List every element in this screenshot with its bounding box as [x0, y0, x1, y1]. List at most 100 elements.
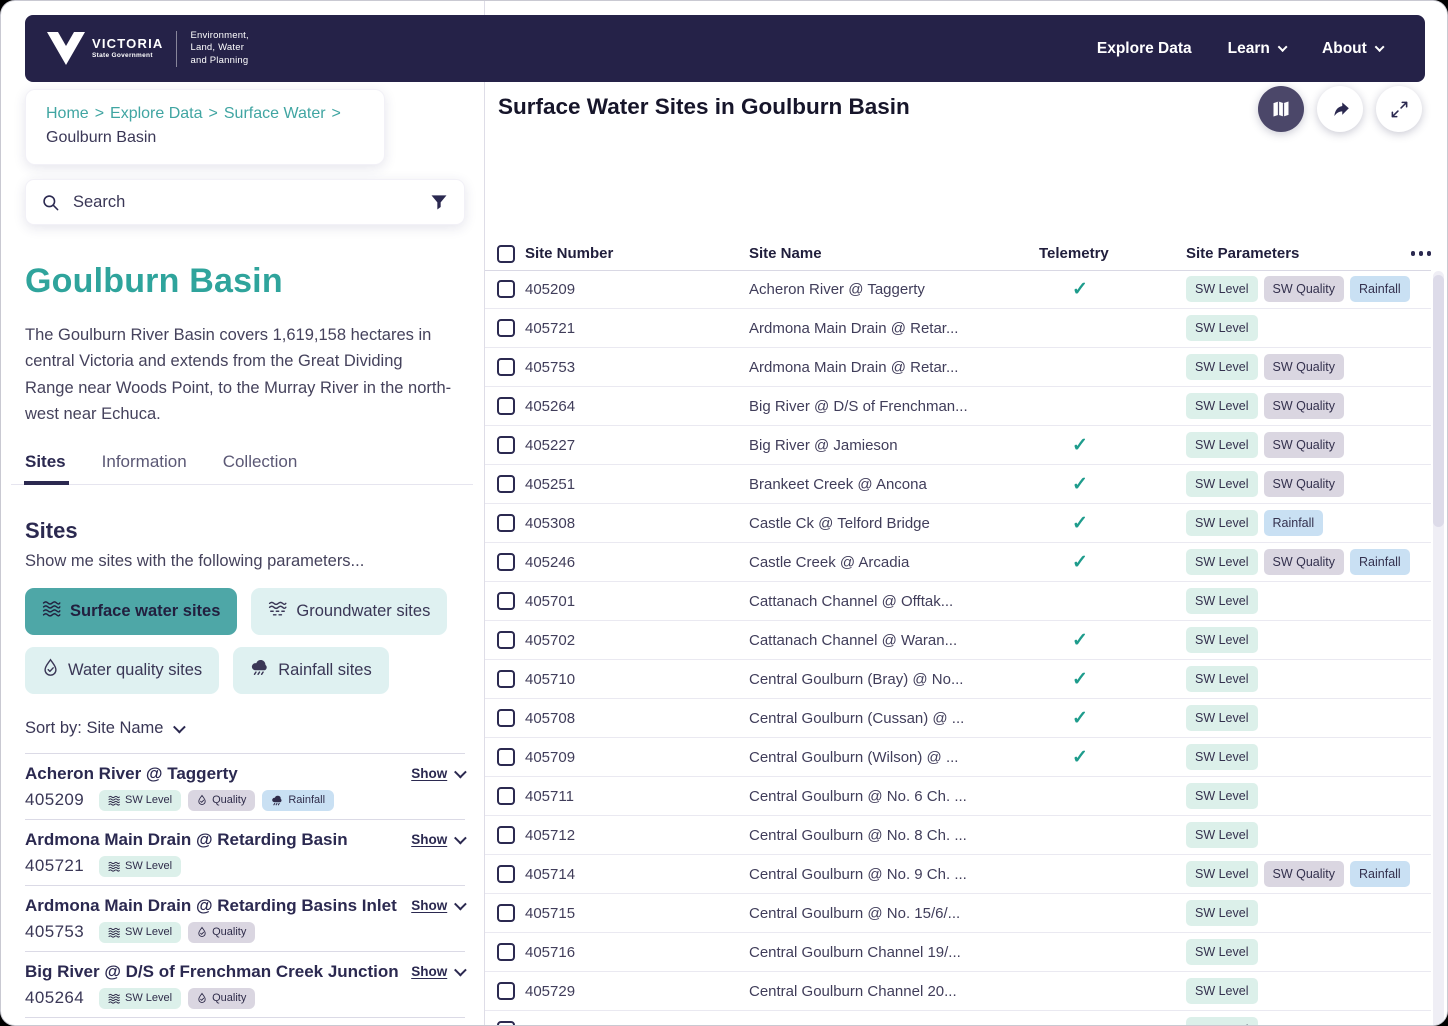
param-badge: SW Quality [1263, 276, 1345, 302]
param-badge: SW Level [99, 987, 182, 1009]
filter-water-quality-sites[interactable]: Water quality sites [25, 646, 220, 694]
show-toggle[interactable]: Show [411, 963, 467, 979]
param-badge: Rainfall [1350, 549, 1410, 575]
row-site-name: Castle Creek @ Arcadia [749, 553, 910, 571]
search-input[interactable] [71, 191, 418, 213]
site-item-name: Ardmona Main Drain @ Retarding Basins In… [25, 895, 397, 915]
param-badge: Quality [188, 921, 256, 943]
row-checkbox[interactable] [497, 553, 515, 571]
row-site-number: 405716 [525, 943, 576, 961]
row-params: SW Level SW Quality Rainfall [1186, 549, 1431, 575]
row-checkbox[interactable] [497, 475, 515, 493]
row-site-name: Castle Ck @ Telford Bridge [749, 514, 930, 532]
nav-learn[interactable]: Learn [1228, 40, 1288, 58]
site-item-name: Big River @ D/S of Frenchman Creek Junct… [25, 961, 399, 981]
row-checkbox[interactable] [497, 709, 515, 727]
expand-icon [1391, 101, 1407, 117]
param-badge: SW Level [1186, 783, 1258, 809]
row-site-number: 405753 [525, 358, 576, 376]
row-params: SW Level [1186, 978, 1431, 1004]
table-row: 405308 Castle Ck @ Telford Bridge ✓ SW L… [485, 504, 1431, 543]
show-toggle[interactable]: Show [411, 765, 467, 782]
row-checkbox[interactable] [497, 319, 515, 337]
row-checkbox[interactable] [497, 280, 515, 298]
nav-explore-data[interactable]: Explore Data [1096, 39, 1192, 57]
breadcrumb-home[interactable]: Home [46, 105, 89, 122]
victoria-logo: VICTORIA State Government Environment, L… [47, 30, 249, 67]
scrollbar-thumb[interactable] [1433, 275, 1444, 527]
filter-rainfall-sites[interactable]: Rainfall sites [233, 646, 389, 694]
breadcrumb: Home > Explore Data > Surface Water > Goulbur… [25, 89, 385, 165]
table-row: 405715 Central Goulburn @ No. 15/6/... S… [485, 894, 1431, 933]
row-site-number: 405714 [525, 865, 576, 883]
select-all-checkbox[interactable] [497, 244, 515, 263]
map-button[interactable] [1258, 86, 1304, 132]
row-checkbox[interactable] [497, 397, 515, 415]
row-site-number: 405711 [525, 787, 574, 805]
row-checkbox[interactable] [497, 514, 515, 532]
row-params: SW Level [1186, 900, 1431, 926]
row-checkbox[interactable] [497, 358, 515, 376]
row-checkbox[interactable] [497, 592, 515, 610]
expand-button[interactable] [1376, 86, 1422, 132]
row-checkbox[interactable] [497, 631, 515, 649]
param-badge: SW Level [1186, 276, 1258, 302]
sort-dropdown[interactable]: Sort by: Site Name [25, 719, 465, 738]
chevron-down-icon [454, 963, 467, 977]
tab-information[interactable]: Information [101, 451, 187, 471]
show-toggle[interactable]: Show [411, 897, 467, 913]
site-item-number: 405264 [25, 988, 85, 1008]
row-site-number: 405702 [525, 631, 576, 649]
row-checkbox[interactable] [497, 1021, 515, 1025]
table-row: 405710 Central Goulburn (Bray) @ No... ✓… [485, 660, 1431, 699]
row-checkbox[interactable] [497, 943, 515, 961]
row-checkbox[interactable] [497, 787, 515, 805]
table-row: 405753 Ardmona Main Drain @ Retar... SW … [485, 348, 1431, 387]
telemetry-check-icon: ✓ [1072, 278, 1088, 300]
tab-sites[interactable]: Sites [24, 451, 69, 485]
row-site-number: 405209 [525, 280, 576, 298]
victoria-triangle-icon [47, 32, 85, 65]
param-badge: SW Quality [1263, 549, 1345, 575]
show-link-label: Show [411, 766, 448, 782]
tab-collection[interactable]: Collection [222, 451, 298, 471]
table-row: 405246 Castle Creek @ Arcadia ✓ SW Level… [485, 543, 1431, 582]
nav-about[interactable]: About [1322, 40, 1385, 58]
site-item-number: 405753 [25, 922, 85, 942]
row-site-name: Central Goulburn @ No. 15/6/... [749, 904, 961, 922]
row-site-number: 405712 [525, 826, 576, 844]
param-badge: SW Level [1186, 705, 1258, 731]
row-checkbox[interactable] [497, 904, 515, 922]
site-item-number: 405209 [25, 790, 85, 810]
breadcrumb-explore-data[interactable]: Explore Data [110, 105, 203, 122]
column-telemetry: Telemetry [1039, 245, 1109, 262]
row-checkbox[interactable] [497, 670, 515, 688]
filter-groundwater-sites[interactable]: Groundwater sites [251, 587, 448, 635]
row-checkbox[interactable] [497, 865, 515, 883]
breadcrumb-current: Goulburn Basin [46, 129, 157, 146]
row-site-name: Central Goulburn @ No. 6 Ch. ... [749, 787, 967, 805]
share-button[interactable] [1317, 86, 1363, 132]
row-checkbox[interactable] [497, 748, 515, 766]
department-name: Environment, Land, Water and Planning [190, 29, 249, 66]
row-checkbox[interactable] [497, 826, 515, 844]
show-toggle[interactable]: Show [411, 831, 467, 847]
row-site-number: 405709 [525, 748, 576, 766]
droplet-check-icon [197, 926, 207, 938]
row-checkbox[interactable] [497, 436, 515, 454]
row-site-number: 405715 [525, 904, 576, 922]
telemetry-check-icon: ✓ [1072, 668, 1088, 690]
search-icon [43, 194, 59, 210]
page-title: Surface Water Sites in Goulburn Basin [498, 94, 910, 119]
breadcrumb-surface-water[interactable]: Surface Water [223, 105, 326, 122]
filter-funnel-icon[interactable] [429, 192, 449, 212]
telemetry-check-icon: ✓ [1072, 551, 1088, 573]
param-badge: SW Quality [1263, 471, 1345, 497]
row-checkbox[interactable] [497, 982, 515, 1000]
param-badge: SW Level [1186, 471, 1258, 497]
overflow-menu-icon[interactable] [1410, 251, 1431, 256]
telemetry-check-icon: ✓ [1072, 512, 1088, 534]
filter-surface-water-sites[interactable]: Surface water sites [25, 587, 238, 635]
param-badge: SW Level [1186, 549, 1258, 575]
row-params: SW Level [1186, 744, 1431, 770]
